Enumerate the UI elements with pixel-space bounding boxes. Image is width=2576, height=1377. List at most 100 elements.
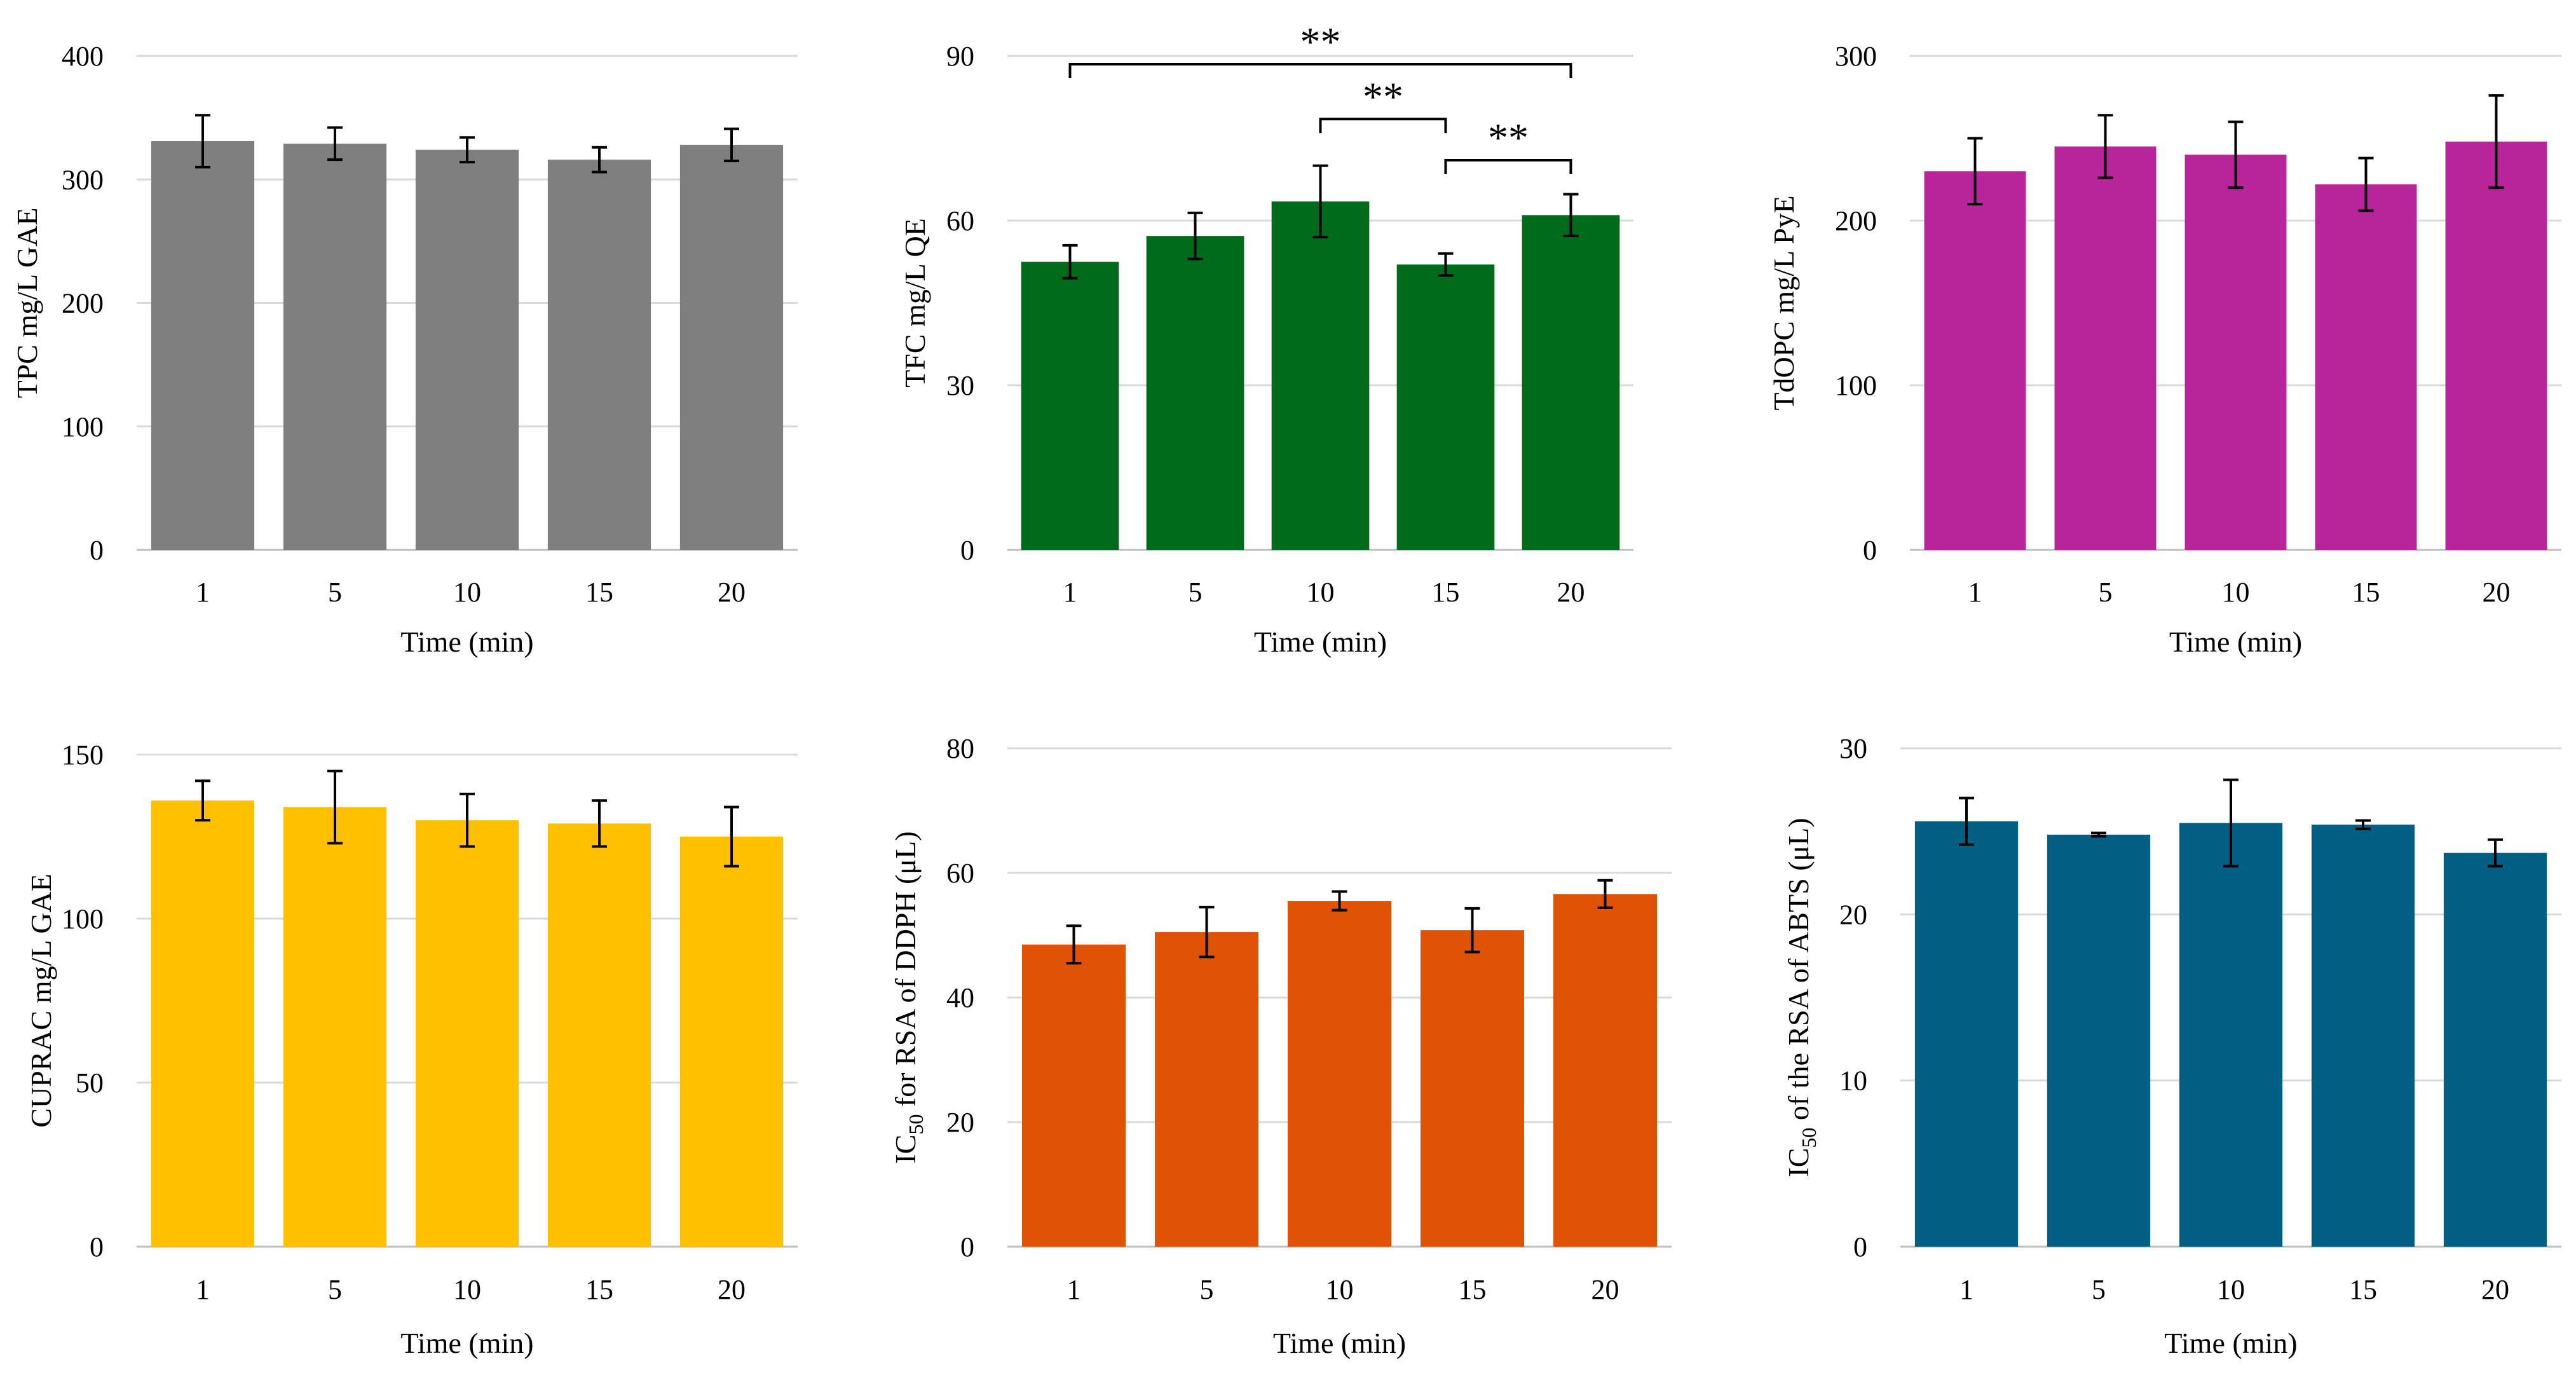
- x-axis-title: Time (min): [1273, 1327, 1406, 1359]
- y-tick-label: 20: [1839, 899, 1867, 930]
- error-bar: [1438, 252, 1454, 277]
- y-axis-title: IC50 of the RSA of ABTS (μL): [1782, 818, 1820, 1177]
- bar: [1021, 944, 1126, 1247]
- bar: [2311, 825, 2415, 1247]
- y-tick-label: 150: [62, 739, 104, 771]
- bar: [1396, 264, 1495, 550]
- error-bar: [2488, 838, 2503, 868]
- bar: [1021, 261, 1119, 550]
- bar: [283, 143, 387, 551]
- error-bar: [460, 136, 475, 164]
- y-tick-label: 80: [946, 733, 974, 764]
- x-tick-label: 20: [2483, 577, 2511, 608]
- bar: [1924, 171, 2026, 550]
- y-tick-label: 30: [946, 370, 974, 401]
- x-tick-label: 20: [718, 1274, 746, 1305]
- bar: [1146, 236, 1244, 550]
- x-axis-title: Time (min): [400, 626, 533, 658]
- y-tick-label: 60: [946, 858, 974, 889]
- y-axis-title: TFC mg/L QE: [899, 218, 931, 388]
- x-tick-label: 10: [1307, 577, 1335, 608]
- bar: [415, 149, 519, 550]
- x-axis-title: Time (min): [400, 1327, 533, 1359]
- x-tick-label: 1: [196, 577, 210, 608]
- y-tick-label: 100: [62, 411, 104, 442]
- y-tick-label: 90: [946, 41, 974, 72]
- bar: [2054, 146, 2157, 550]
- error-bar: [1597, 879, 1613, 909]
- error-bar: [327, 126, 343, 161]
- bar: [283, 807, 387, 1247]
- x-tick-label: 10: [2222, 577, 2250, 608]
- x-tick-label: 5: [1189, 577, 1203, 608]
- bar: [415, 820, 519, 1247]
- bar: [151, 141, 255, 551]
- bar: [1154, 932, 1259, 1247]
- x-tick-label: 10: [453, 577, 481, 608]
- x-tick-label: 15: [585, 577, 613, 608]
- x-tick-label: 1: [1063, 577, 1077, 608]
- bar: [1914, 821, 2019, 1247]
- significance-bracket: [1319, 118, 1447, 134]
- error-bar: [1563, 193, 1579, 238]
- y-tick-label: 40: [946, 982, 974, 1013]
- y-axis-title: TdOPC mg/L PyE: [1768, 195, 1800, 410]
- y-tick-label: 60: [946, 205, 974, 236]
- x-tick-label: 20: [1557, 577, 1585, 608]
- error-bar: [592, 146, 607, 174]
- error-bar: [592, 799, 607, 848]
- x-tick-label: 5: [2092, 1274, 2106, 1305]
- bar: [1553, 894, 1658, 1247]
- error-bar: [195, 114, 210, 168]
- y-tick-label: 20: [946, 1107, 974, 1138]
- bar: [547, 823, 651, 1247]
- x-tick-label: 5: [2099, 577, 2113, 608]
- error-bar: [1464, 907, 1480, 954]
- x-tick-label: 1: [1067, 1274, 1081, 1305]
- bar: [2184, 154, 2287, 550]
- x-tick-label: 15: [585, 1274, 613, 1305]
- error-bar: [195, 779, 210, 822]
- bar: [1420, 930, 1525, 1247]
- significance-label: **: [1363, 74, 1403, 119]
- error-bar: [2355, 819, 2371, 830]
- x-tick-label: 15: [2352, 577, 2380, 608]
- bar: [2443, 853, 2547, 1247]
- x-tick-label: 10: [2217, 1274, 2245, 1305]
- x-tick-label: 10: [453, 1274, 481, 1305]
- y-tick-label: 100: [62, 903, 104, 935]
- x-tick-label: 5: [328, 577, 342, 608]
- significance-label: **: [1488, 115, 1529, 160]
- y-tick-label: 200: [1835, 205, 1877, 236]
- x-axis-title: Time (min): [1254, 626, 1387, 658]
- y-axis-title: IC50 for RSA of DDPH (μL): [889, 831, 927, 1163]
- error-bar: [1312, 164, 1328, 238]
- significance-bracket: [1444, 159, 1572, 175]
- x-tick-label: 5: [1200, 1274, 1214, 1305]
- y-axis-title: CUPRAC mg/L GAE: [25, 873, 57, 1128]
- x-tick-label: 20: [718, 577, 746, 608]
- y-axis-title: TPC mg/L GAE: [11, 208, 43, 399]
- error-bar: [1062, 243, 1078, 280]
- bar: [151, 800, 255, 1247]
- y-tick-label: 0: [960, 1231, 974, 1263]
- y-tick-label: 300: [62, 164, 104, 195]
- bar: [1522, 215, 1620, 550]
- error-bar: [1199, 905, 1215, 959]
- error-bar: [2488, 94, 2504, 189]
- bar: [547, 160, 651, 551]
- y-tick-label: 300: [1835, 41, 1877, 72]
- error-bar: [2223, 778, 2239, 868]
- error-bar: [1066, 924, 1082, 965]
- x-tick-label: 20: [2481, 1274, 2509, 1305]
- significance-label: **: [1300, 19, 1341, 64]
- x-tick-label: 20: [1591, 1274, 1619, 1305]
- x-tick-label: 1: [1968, 577, 1982, 608]
